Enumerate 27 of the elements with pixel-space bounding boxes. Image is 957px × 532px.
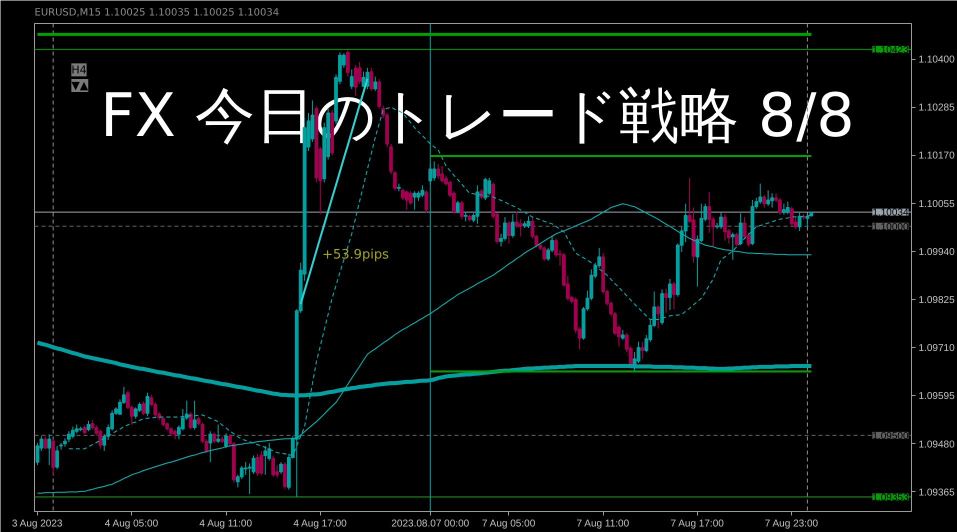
- y-tick-label: 1.10400: [918, 54, 956, 66]
- y-tick-label: 1.10285: [918, 102, 956, 114]
- x-tick-label: 2023.08.07 00:00: [391, 518, 470, 530]
- y-tick-label: 1.10055: [918, 198, 956, 210]
- x-tick-label: 4 Aug 11:00: [199, 518, 252, 530]
- ref-line-label: 1.10423: [872, 44, 909, 56]
- x-tick-label: 7 Aug 05:00: [482, 518, 536, 530]
- x-tick-label: 3 Aug 2023: [12, 518, 63, 530]
- y-tick-label: 1.09940: [918, 246, 956, 258]
- y-tick-label: 1.09710: [918, 343, 956, 354]
- chart-subtitle: EURUSD,M15 1.10025 1.10035 1.10025 1.10034: [34, 8, 280, 18]
- y-tick-label: 1.09595: [918, 391, 956, 402]
- ref-line-label: 1.09353: [872, 492, 909, 504]
- x-tick-label: 7 Aug 17:00: [670, 518, 724, 530]
- y-tick-label: 1.10170: [918, 150, 956, 162]
- annotation: H4: [71, 63, 87, 76]
- ref-line-label: 1.10000: [872, 222, 909, 233]
- y-tick-label: 1.09365: [918, 487, 956, 498]
- x-tick-label: 4 Aug 05:00: [104, 518, 159, 530]
- y-tick-label: 1.09825: [918, 294, 956, 306]
- x-tick-label: 7 Aug 23:00: [764, 518, 819, 530]
- x-tick-label: 7 Aug 11:00: [576, 518, 630, 530]
- annotation: +53.9pips: [322, 247, 390, 262]
- x-tick-label: 4 Aug 17:00: [293, 518, 348, 530]
- annotation: ▼▲: [71, 78, 89, 92]
- ref-line-label: 1.09500: [872, 430, 909, 442]
- y-tick-label: 1.09480: [918, 439, 956, 450]
